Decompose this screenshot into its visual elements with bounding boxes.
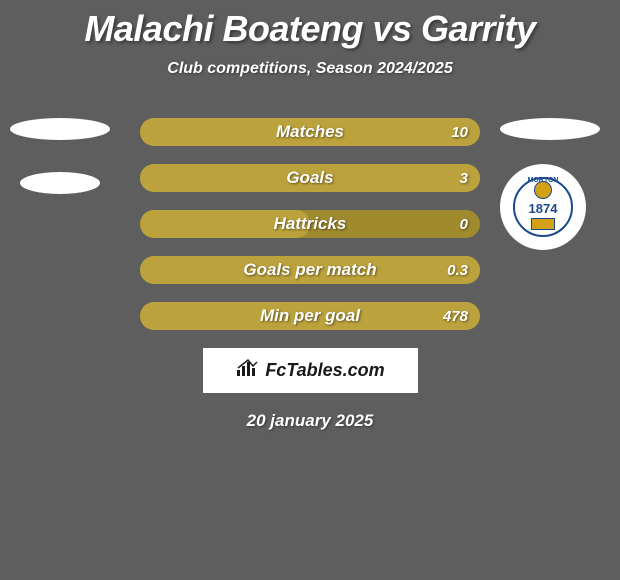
page-title: Malachi Boateng vs Garrity [0, 0, 620, 50]
bar-value: 0.3 [447, 262, 468, 279]
badge-year: 1874 [529, 201, 558, 216]
stat-bar-goals: Goals 3 [140, 164, 480, 192]
bar-value: 478 [443, 308, 468, 325]
badge-ship-icon [531, 218, 555, 230]
stat-bar-matches: Matches 10 [140, 118, 480, 146]
bar-value: 0 [460, 216, 468, 233]
bar-label: Hattricks [140, 214, 480, 234]
club-logo-placeholder [20, 172, 100, 194]
player-photo-placeholder [500, 118, 600, 140]
bar-label: Goals per match [140, 260, 480, 280]
stat-bar-goals-per-match: Goals per match 0.3 [140, 256, 480, 284]
bar-label: Goals [140, 168, 480, 188]
badge-inner: MORTON 1874 [513, 177, 573, 237]
stat-bar-min-per-goal: Min per goal 478 [140, 302, 480, 330]
bar-label: Min per goal [140, 306, 480, 326]
chart-area: MORTON 1874 Matches 10 Goals 3 Hattricks… [0, 118, 620, 431]
bar-label: Matches [140, 122, 480, 142]
chart-icon [235, 358, 261, 383]
stats-bars: Matches 10 Goals 3 Hattricks 0 Goals per… [140, 118, 480, 330]
badge-name: MORTON [528, 177, 559, 184]
page-subtitle: Club competitions, Season 2024/2025 [0, 60, 620, 78]
player-photo-placeholder [10, 118, 110, 140]
fctables-logo-box: FcTables.com [203, 348, 418, 393]
date-text: 20 january 2025 [0, 411, 620, 431]
left-player-column [10, 118, 110, 226]
bar-value: 3 [460, 170, 468, 187]
right-player-column: MORTON 1874 [500, 118, 600, 250]
stat-bar-hattricks: Hattricks 0 [140, 210, 480, 238]
bar-value: 10 [451, 124, 468, 141]
club-badge-morton: MORTON 1874 [500, 164, 586, 250]
fctables-logo-text: FcTables.com [265, 360, 384, 381]
